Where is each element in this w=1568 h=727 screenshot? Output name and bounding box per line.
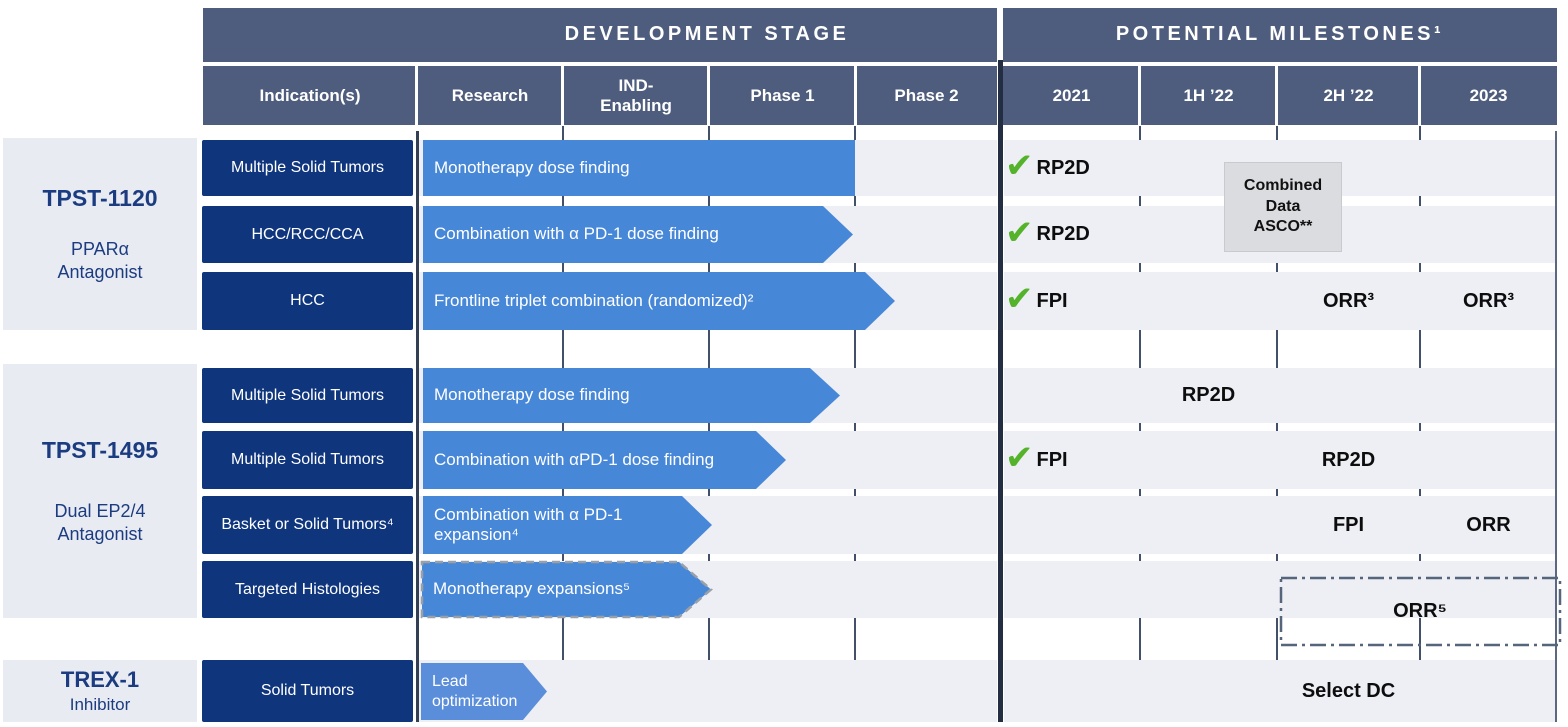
gridline	[708, 126, 710, 722]
potential-milestones-header-band: POTENTIAL MILESTONES¹	[1003, 8, 1557, 62]
milestone-label: FPI	[1036, 448, 1068, 471]
header-separator	[707, 66, 710, 125]
milestone-label: FPI	[1036, 289, 1068, 312]
milestone-label: RP2D	[1181, 384, 1236, 406]
indication-label: Multiple Solid Tumors	[202, 140, 413, 196]
col-2023: 2023	[1469, 85, 1508, 105]
col-phase-2: Phase 2	[894, 85, 959, 105]
activity-arrow: Lead optimization	[421, 663, 547, 720]
program-name: TPST-1495	[41, 437, 159, 463]
indication-label: Solid Tumors	[202, 660, 413, 722]
col-2h22: 2H ’22	[1323, 85, 1374, 105]
program-tpst-1120: TPST-1120 PPARα Antagonist	[3, 138, 197, 330]
col-1h22: 1H ’22	[1183, 85, 1234, 105]
potential-milestones-title: POTENTIAL MILESTONES¹	[1115, 23, 1445, 45]
col-2021: 2021	[1052, 85, 1091, 105]
activity-arrow: Combination with α PD-1 expansion⁴	[423, 496, 712, 554]
development-stage-title: DEVELOPMENT STAGE	[564, 23, 850, 45]
indication-label: Basket or Solid Tumors⁴	[202, 496, 413, 554]
milestone: ✔ RP2D	[1005, 206, 1090, 263]
program-name: TREX-1	[60, 666, 140, 692]
row-band	[1004, 431, 1557, 489]
activity-arrow: Frontline triplet combination (randomize…	[423, 272, 895, 330]
indication-label: Multiple Solid Tumors	[202, 431, 413, 489]
activity-arrow: Combination with αPD-1 dose finding	[423, 431, 786, 489]
gridline	[854, 126, 856, 722]
dev-area-left-line	[416, 131, 419, 722]
gridline	[1276, 126, 1278, 722]
header-separator	[1275, 66, 1278, 125]
activity-bar: Monotherapy dose finding	[423, 140, 855, 196]
header-separator	[1418, 66, 1421, 125]
indication-label: Targeted Histologies	[202, 561, 413, 618]
milestone: ORR⁵	[1281, 578, 1559, 645]
milestone: ORR	[1420, 496, 1557, 554]
program-tpst-1495: TPST-1495 Dual EP2/4 Antagonist	[3, 364, 197, 618]
activity-arrow: Monotherapy dose finding	[423, 368, 840, 423]
milestone: ✔ FPI	[1005, 272, 1068, 330]
milestones-subheader-band	[1003, 66, 1557, 125]
milestone: RP2D	[1140, 368, 1277, 423]
col-research: Research	[451, 85, 529, 105]
milestone-label: RP2D	[1036, 156, 1090, 179]
indication-label: HCC/RCC/CCA	[202, 206, 413, 263]
program-subtitle: PPARα Antagonist	[57, 239, 143, 282]
milestone: ORR³	[1420, 272, 1557, 330]
milestone: RP2D	[1277, 431, 1420, 489]
activity-arrow: Combination with α PD-1 dose finding	[423, 206, 853, 263]
gridline	[1139, 126, 1141, 722]
col-ind-enabling: IND- Enabling	[600, 75, 672, 115]
section-divider-line	[998, 131, 1003, 722]
check-icon: ✔	[1005, 213, 1034, 252]
indication-label: Multiple Solid Tumors	[202, 368, 413, 423]
asco-note: Combined Data ASCO**	[1224, 162, 1342, 252]
header-separator	[561, 66, 564, 125]
row-band	[1004, 272, 1557, 330]
milestone-label: RP2D	[1036, 223, 1090, 245]
orr5-dashed-box	[1279, 576, 1562, 647]
header-separator	[415, 66, 418, 125]
check-icon: ✔	[1005, 147, 1034, 185]
program-subtitle: Inhibitor	[69, 694, 131, 714]
indication-label: HCC	[202, 272, 413, 330]
header-separator	[1138, 66, 1141, 125]
activity-arrow-label: Monotherapy expansions⁵	[433, 579, 631, 599]
row-band	[1004, 368, 1557, 423]
milestone-label: ORR⁵	[1393, 600, 1447, 622]
milestone: FPI	[1277, 496, 1420, 554]
row-band	[1004, 496, 1557, 554]
milestone: ✔ FPI	[1005, 431, 1068, 489]
program-name: TPST-1120	[42, 185, 158, 211]
row-band	[1004, 660, 1557, 722]
program-trex-1: TREX-1 Inhibitor	[3, 660, 197, 722]
chart-right-border	[1555, 131, 1557, 722]
dev-subheader-band	[203, 66, 997, 125]
program-subtitle: Dual EP2/4 Antagonist	[54, 501, 146, 544]
milestone-label: Select DC	[1301, 679, 1396, 702]
milestone-label: ORR³	[1462, 289, 1515, 312]
check-icon: ✔	[1005, 439, 1034, 477]
check-icon: ✔	[1005, 280, 1034, 318]
dashed-activity-arrow	[420, 560, 713, 619]
milestone-label: ORR³	[1322, 289, 1375, 312]
gridline	[562, 126, 564, 722]
milestone: Select DC	[1277, 660, 1420, 722]
milestone: ORR³	[1277, 272, 1420, 330]
milestone-label: ORR	[1466, 513, 1511, 536]
gridline	[1419, 126, 1421, 722]
milestone-label: FPI	[1332, 513, 1365, 536]
header-separator	[854, 66, 857, 125]
col-indications: Indication(s)	[259, 85, 361, 105]
col-phase-1: Phase 1	[750, 85, 815, 105]
development-stage-header-band: DEVELOPMENT STAGE	[203, 8, 997, 62]
milestone-label: RP2D	[1321, 448, 1376, 471]
milestone: ✔ RP2D	[1005, 140, 1090, 196]
